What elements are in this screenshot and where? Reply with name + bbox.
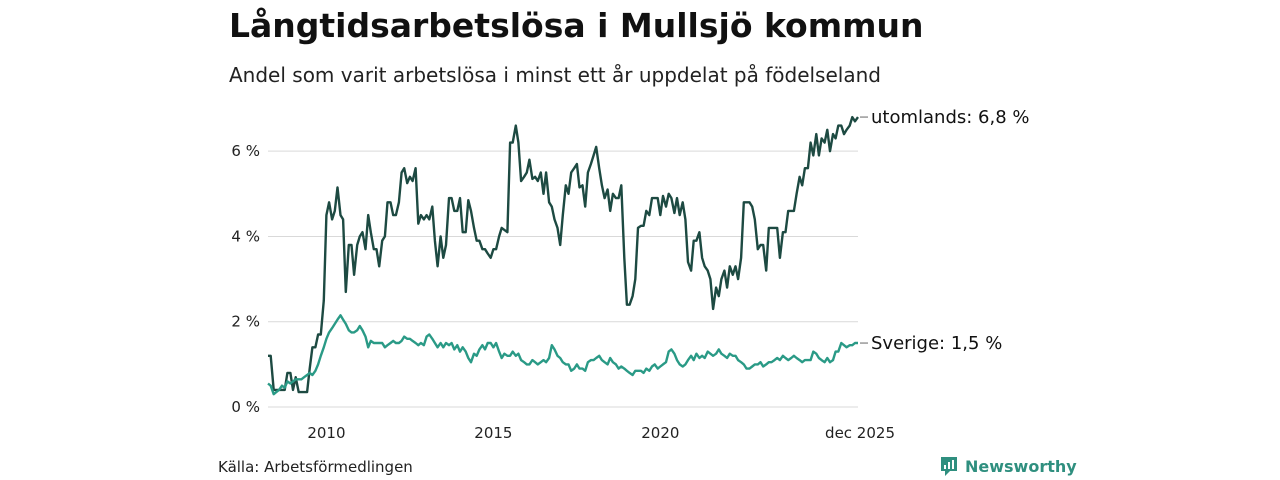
newsworthy-icon: [941, 457, 957, 476]
chart-title: Långtidsarbetslösa i Mullsjö kommun: [229, 6, 924, 45]
brand-name: Newsworthy: [965, 456, 1077, 476]
y-tick-label: 4 %: [231, 227, 260, 245]
y-tick-label: 2 %: [231, 313, 260, 331]
x-tick-label: 2020: [641, 424, 679, 442]
y-tick-label: 0 %: [231, 398, 260, 416]
series-end-label-sverige: Sverige: 1,5 %: [871, 333, 1002, 354]
source-note: Källa: Arbetsförmedlingen: [218, 458, 413, 476]
newsworthy-logo[interactable]: Newsworthy: [939, 455, 1077, 477]
x-tick-label: 2010: [307, 424, 345, 442]
x-tick-label: 2015: [474, 424, 512, 442]
line-chart: 0 % 2 % 4 % 6 % 2010 2015 2020 dec 2025 utomland…: [231, 107, 1030, 442]
x-tick-label: dec 2025: [825, 424, 895, 442]
y-tick-label: 6 %: [231, 142, 260, 160]
series-end-label-utomlands: utomlands: 6,8 %: [871, 107, 1030, 128]
chart-subtitle: Andel som varit arbetslösa i minst ett å…: [229, 63, 881, 87]
series-line-utomlands: [268, 115, 859, 394]
series-line-sverige: [267, 314, 858, 396]
